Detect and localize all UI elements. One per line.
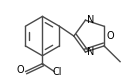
Text: N: N [87,47,94,57]
Text: N: N [87,15,94,25]
Text: O: O [106,31,114,41]
Text: Cl: Cl [52,67,62,77]
Text: O: O [17,66,25,76]
